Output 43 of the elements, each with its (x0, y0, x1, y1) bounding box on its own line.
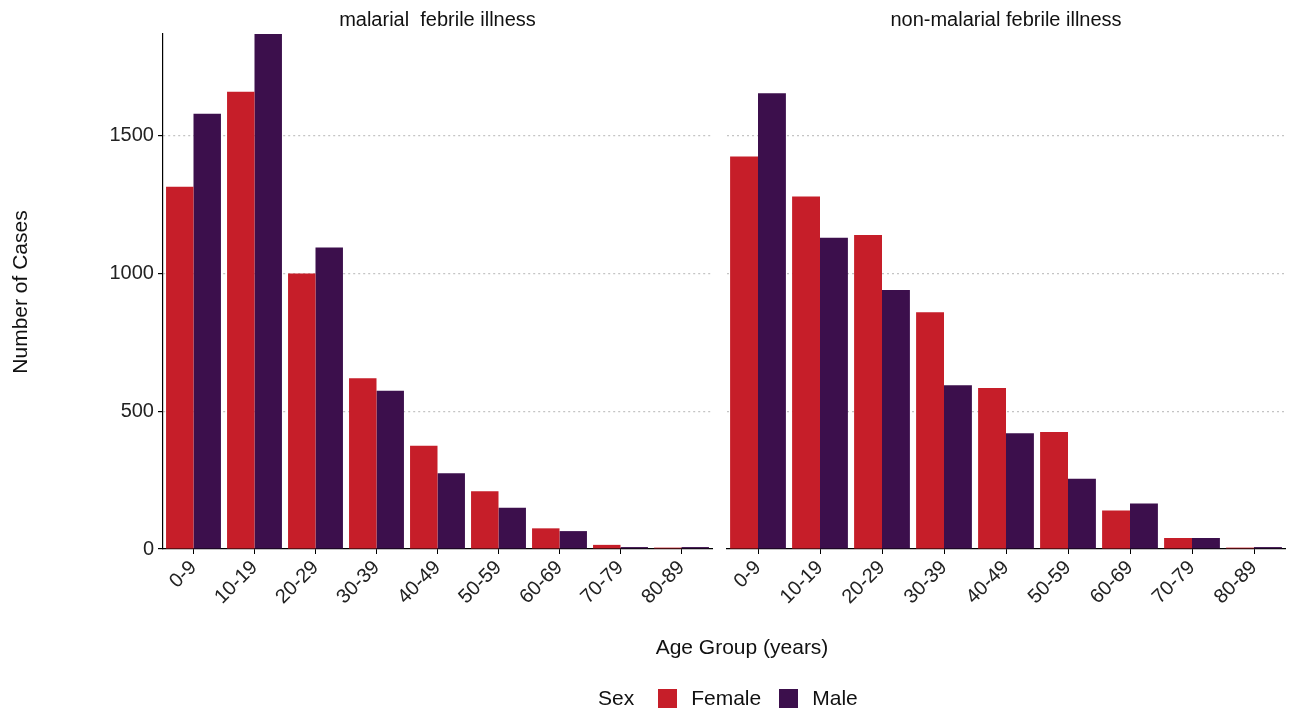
bar (1040, 431, 1068, 549)
bar (1068, 478, 1096, 549)
y-axis-title: Number of Cases (8, 210, 32, 374)
bar (288, 273, 316, 549)
y-tick-label: 0 (142, 536, 154, 559)
y-tick-label: 1500 (109, 123, 154, 146)
bar (437, 473, 465, 549)
chart-title: malarial febrile illness (339, 7, 536, 30)
y-tick-label: 500 (120, 398, 154, 421)
bar (882, 290, 910, 549)
bar (376, 390, 404, 549)
x-tick-label: 0-9 (164, 555, 201, 592)
bar (944, 385, 972, 549)
legend-label: Female (691, 686, 762, 710)
bar (193, 113, 221, 549)
x-tick-label: 0-9 (728, 555, 765, 592)
bar (1102, 510, 1130, 549)
bar (410, 445, 438, 549)
bar (820, 237, 848, 549)
bar (758, 93, 786, 549)
legend-label: Male (812, 686, 858, 710)
bar (227, 91, 255, 549)
bar (349, 378, 377, 549)
bar (315, 247, 343, 549)
bar (1164, 537, 1192, 549)
x-axis-title: Age Group (years) (655, 635, 829, 659)
bar (730, 156, 758, 549)
bar (532, 528, 560, 549)
bar (916, 312, 944, 549)
bar (1006, 433, 1034, 549)
chart-title: non-malarial febrile illness (890, 7, 1122, 30)
y-tick-label: 1000 (109, 261, 154, 284)
bar (978, 387, 1006, 549)
legend-title: Sex (598, 686, 635, 710)
bar (1130, 503, 1158, 549)
bar (559, 531, 587, 549)
bar (1192, 537, 1220, 549)
bar (254, 34, 282, 549)
bar (792, 196, 820, 549)
bar (498, 507, 526, 549)
bar (471, 491, 499, 549)
bar (166, 186, 194, 549)
bar (854, 235, 882, 549)
